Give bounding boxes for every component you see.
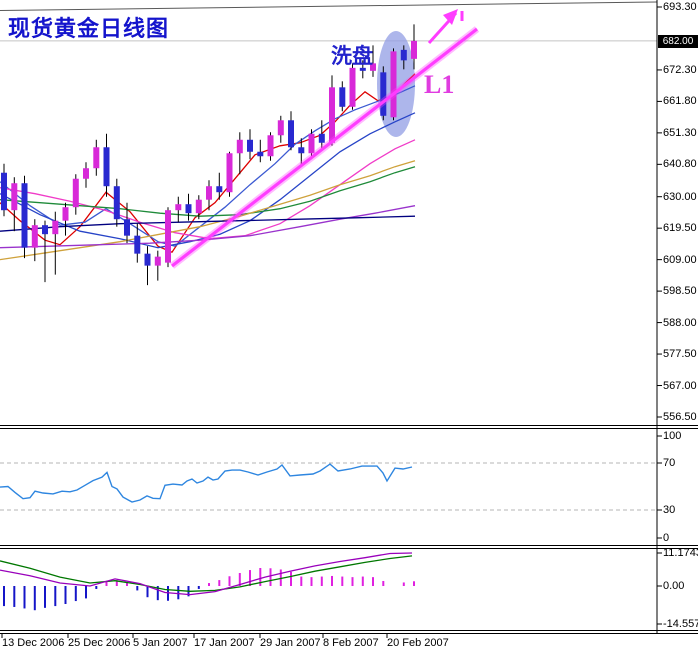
price-tick-label: 577.50 xyxy=(663,348,697,361)
bull-candle xyxy=(93,147,100,169)
ma-orange xyxy=(0,160,416,261)
rsi-tick-label: 0 xyxy=(663,532,670,544)
price-panel[interactable] xyxy=(0,1,657,286)
price-tick-label: 693.30 xyxy=(663,1,697,13)
price-tick-label: 609.00 xyxy=(663,253,697,266)
bull-candle xyxy=(226,153,233,193)
bear-candle xyxy=(318,133,325,143)
bear-candle xyxy=(21,183,28,248)
bull-candle xyxy=(52,220,59,235)
bear-candle xyxy=(1,172,7,211)
price-tick-label: 651.30 xyxy=(663,126,697,139)
bull-candle xyxy=(175,204,182,211)
bear-candle xyxy=(185,204,192,214)
bear-candle xyxy=(216,186,223,193)
price-tick-label: 567.00 xyxy=(663,379,697,392)
up-arrow-head xyxy=(443,9,458,25)
price-tick-label: 556.50 xyxy=(663,410,697,423)
rsi-tick-label: 100 xyxy=(663,430,682,442)
price-tick-label: 672.30 xyxy=(663,63,697,76)
bear-candle xyxy=(113,186,120,220)
bear-candle xyxy=(400,49,407,61)
rsi-tick-label: 30 xyxy=(663,504,676,516)
shakeout-annotation: 洗盘 xyxy=(331,45,373,68)
bear-candle xyxy=(134,235,141,254)
chart-title: 现货黄金日线图 xyxy=(8,16,170,41)
bull-candle xyxy=(277,120,284,136)
ma-royalblue xyxy=(0,85,416,247)
bear-candle xyxy=(124,219,130,236)
bull-candle xyxy=(308,133,315,154)
bull-candle xyxy=(370,63,376,71)
bear-candle xyxy=(288,120,294,148)
bull-candle xyxy=(11,183,18,211)
date-tick-label: 5 Jan 2007 xyxy=(133,637,188,649)
bear-candle xyxy=(103,147,110,187)
ma-purple xyxy=(0,205,416,249)
price-tick-label: 661.80 xyxy=(663,95,697,108)
bull-candle xyxy=(154,256,161,266)
bull-candle xyxy=(236,139,243,154)
date-tick-label: 8 Feb 2007 xyxy=(323,637,379,649)
resistance-line xyxy=(0,1,657,11)
bull-candle xyxy=(195,199,202,214)
macd-tick-label: 11.1743 xyxy=(663,547,698,559)
bull-candle xyxy=(349,67,356,107)
bull-candle xyxy=(31,225,38,248)
price-tick-label: 598.50 xyxy=(663,285,697,298)
rsi-tick-label: 70 xyxy=(663,457,676,469)
bear-candle xyxy=(257,151,264,157)
macd-panel[interactable] xyxy=(0,552,415,611)
bull-candle xyxy=(411,40,417,59)
bull-candle xyxy=(329,87,335,143)
date-tick-label: 13 Dec 2006 xyxy=(2,637,65,649)
price-tick-label: 588.00 xyxy=(663,316,697,329)
bear-candle xyxy=(380,72,387,116)
l1-annotation: L1 xyxy=(424,70,455,99)
macd-main-purple xyxy=(0,552,413,596)
price-tick-label: 619.50 xyxy=(663,222,697,235)
date-tick-label: 20 Feb 2007 xyxy=(387,637,449,649)
bear-candle xyxy=(339,87,346,107)
bull-candle xyxy=(83,168,89,179)
bear-candle xyxy=(247,139,253,152)
current-price-tag: 682.00 xyxy=(658,35,698,48)
trendline-l1[interactable] xyxy=(171,27,478,268)
bull-candle xyxy=(267,135,274,157)
date-tick-label: 25 Dec 2006 xyxy=(68,637,131,649)
bull-candle xyxy=(165,210,171,263)
date-tick-label: 17 Jan 2007 xyxy=(194,637,255,649)
ma-red xyxy=(0,73,416,254)
rsi-panel[interactable] xyxy=(0,462,657,511)
rsi-line xyxy=(0,463,413,503)
ma-blue xyxy=(0,112,416,249)
macd-signal-green xyxy=(0,555,413,592)
date-tick-label: 29 Jan 2007 xyxy=(260,637,321,649)
bear-candle xyxy=(144,253,151,266)
bear-candle xyxy=(359,67,366,71)
price-tick-label: 640.80 xyxy=(663,158,697,171)
bull-candle xyxy=(390,51,397,118)
macd-tick-label: 0.00 xyxy=(663,580,685,592)
bull-candle xyxy=(62,207,69,221)
price-tick-label: 630.00 xyxy=(663,190,697,203)
bull-candle xyxy=(72,178,79,208)
bull-candle xyxy=(206,186,212,200)
ma-navy xyxy=(0,215,416,232)
bear-candle xyxy=(298,147,305,154)
macd-tick-label: -14.557 xyxy=(663,618,698,630)
bear-candle xyxy=(42,225,48,235)
